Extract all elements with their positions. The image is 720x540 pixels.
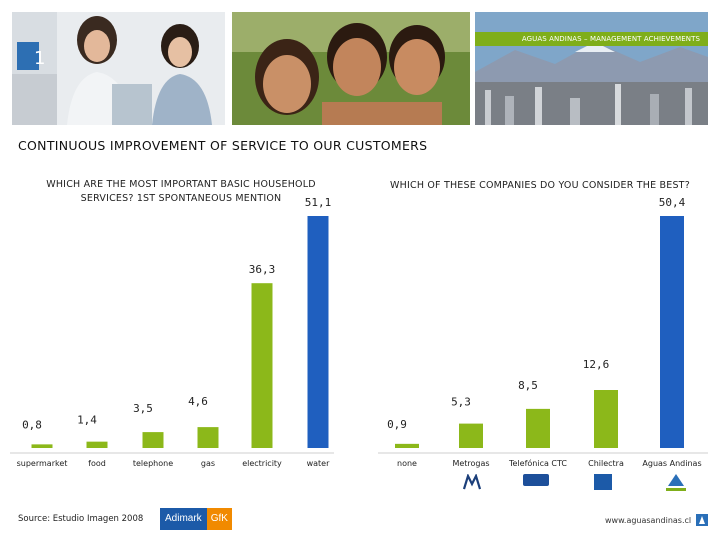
website-link[interactable]: www.aguasandinas.cl — [605, 516, 692, 525]
category-label: food — [88, 459, 106, 468]
value-label: 1,4 — [77, 414, 97, 427]
aguas-andinas-logo-icon — [664, 473, 688, 493]
category-label: gas — [201, 459, 215, 468]
bar-metrogas — [459, 423, 483, 448]
value-label: 4,6 — [188, 395, 208, 408]
right-chart-title: WHICH OF THESE COMPANIES DO YOU CONSIDER… — [390, 180, 690, 191]
page-title: CONTINUOUS IMPROVEMENT OF SERVICE TO OUR… — [18, 138, 428, 153]
category-label: supermarket — [17, 459, 68, 468]
bar-supermarket — [31, 444, 53, 448]
left-chart-title: WHICH ARE THE MOST IMPORTANT BASIC HOUSE… — [46, 179, 316, 204]
adimark-label: Adimark — [160, 508, 207, 530]
value-label: 5,3 — [451, 396, 471, 409]
chilectra-logo-icon — [594, 474, 612, 490]
office-photo: 1 — [12, 12, 225, 125]
aguas-andinas-corner-icon — [696, 514, 708, 526]
category-label: water — [307, 459, 331, 468]
category-label: Telefónica CTC — [508, 458, 567, 468]
source-note: Source: Estudio Imagen 2008 — [18, 514, 144, 524]
children-photo — [232, 12, 470, 125]
gfk-label: GfK — [206, 508, 232, 530]
value-label: 51,1 — [305, 196, 332, 209]
bar-none — [395, 443, 419, 448]
value-label: 12,6 — [583, 358, 610, 371]
value-label: 8,5 — [518, 379, 538, 392]
header-banner: AGUAS ANDINAS – MANAGEMENT ACHIEVEMENTS — [475, 32, 708, 46]
value-label: 50,4 — [659, 196, 686, 209]
adimark-gfk-logo: Adimark GfK — [160, 508, 235, 530]
category-label: telephone — [133, 459, 173, 468]
category-label: none — [397, 459, 417, 468]
category-label: Metrogas — [452, 459, 489, 468]
bar-telephone — [142, 432, 164, 448]
svg-text:1: 1 — [34, 48, 45, 69]
category-label: Chilectra — [588, 459, 624, 468]
bar-chilectra — [594, 390, 618, 448]
category-label: electricity — [242, 459, 282, 468]
metrogas-logo-icon — [462, 473, 482, 490]
value-label: 3,5 — [133, 402, 153, 415]
value-label: 0,9 — [387, 418, 407, 431]
bar-electricity — [251, 283, 273, 448]
bar-gas — [197, 427, 219, 448]
bar-telef-nica-ctc — [526, 408, 550, 448]
bar-water — [307, 216, 329, 448]
telefonica-logo-icon — [523, 474, 549, 486]
bar-aguas-andinas — [660, 216, 684, 448]
value-label: 0,8 — [22, 418, 42, 431]
value-label: 36,3 — [249, 263, 276, 276]
bar-food — [86, 441, 108, 448]
category-label: Aguas Andinas — [642, 459, 701, 468]
